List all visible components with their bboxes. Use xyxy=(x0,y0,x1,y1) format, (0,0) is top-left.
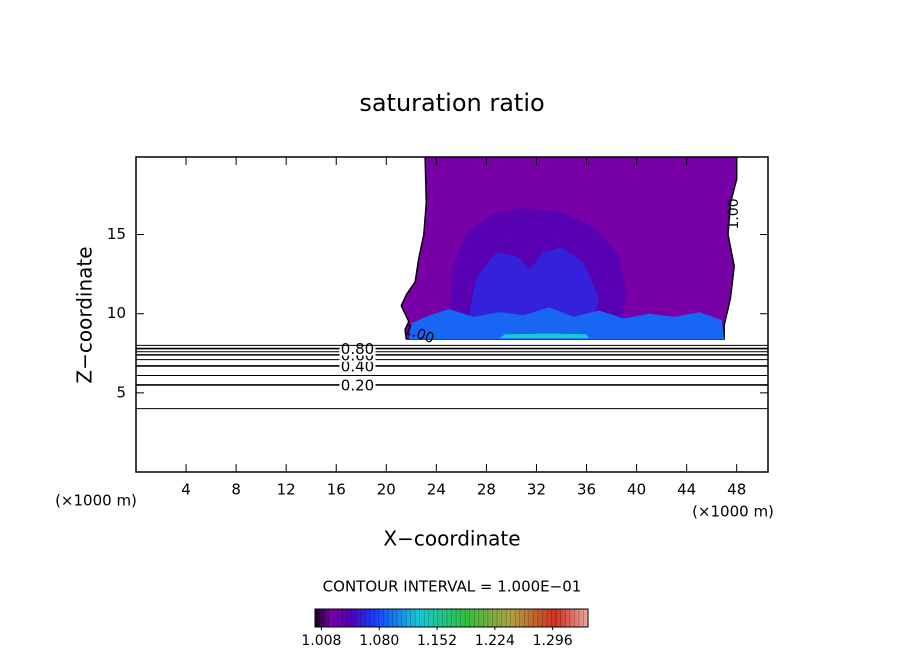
contour-label: 0.80 xyxy=(341,340,374,358)
x-tick-label: 20 xyxy=(377,481,396,499)
x-unit-label: (×1000 m) xyxy=(692,503,774,521)
contour-interval-note: CONTOUR INTERVAL = 1.000E−01 xyxy=(323,578,582,596)
contour-label: 0.20 xyxy=(341,376,374,394)
contour-label: 1.00 xyxy=(726,198,742,229)
x-tick-label: 24 xyxy=(427,481,446,499)
colorbar-tick-label: 1.152 xyxy=(417,633,457,649)
x-tick-label: 32 xyxy=(527,481,546,499)
x-unit-label: (×1000 m) xyxy=(55,492,137,510)
x-tick-label: 8 xyxy=(231,481,241,499)
x-tick-label: 28 xyxy=(477,481,496,499)
x-tick-label: 40 xyxy=(627,481,646,499)
x-axis-label: X−coordinate xyxy=(383,527,520,551)
contour-label-bg xyxy=(339,358,376,373)
y-tick-label: 15 xyxy=(107,225,126,243)
y-axis-label: Z−coordinate xyxy=(73,246,97,383)
colorbar xyxy=(314,608,589,628)
x-tick-label: 48 xyxy=(727,481,746,499)
cloud-region xyxy=(408,307,725,339)
colorbar-tick-label: 1.008 xyxy=(301,633,341,649)
cloud-region xyxy=(498,333,589,339)
x-tick-label: 44 xyxy=(677,481,696,499)
chart-title: saturation ratio xyxy=(359,89,544,117)
x-tick-label: 36 xyxy=(577,481,596,499)
contour-label-bg xyxy=(339,377,376,392)
colorbar-tick-label: 1.080 xyxy=(359,633,399,649)
plot-overlay: 1.001.004 8 12 16 20 24 28 32 36 40 44 48510151.008… xyxy=(107,156,769,649)
x-tick-label: 16 xyxy=(327,481,346,499)
x-tick-label: 4 xyxy=(181,481,191,499)
x-tick-label: 12 xyxy=(277,481,296,499)
y-tick-label: 5 xyxy=(116,383,126,401)
y-tick-label: 10 xyxy=(107,304,126,322)
contour-label: 0.40 xyxy=(341,357,374,375)
plot-frame xyxy=(135,156,769,473)
cloud-region xyxy=(467,247,599,325)
colorbar-tick-label: 1.224 xyxy=(475,633,515,649)
colorbar-tick-label: 1.296 xyxy=(533,633,573,649)
plot-field: 0.200.400.600.80 xyxy=(136,157,768,410)
